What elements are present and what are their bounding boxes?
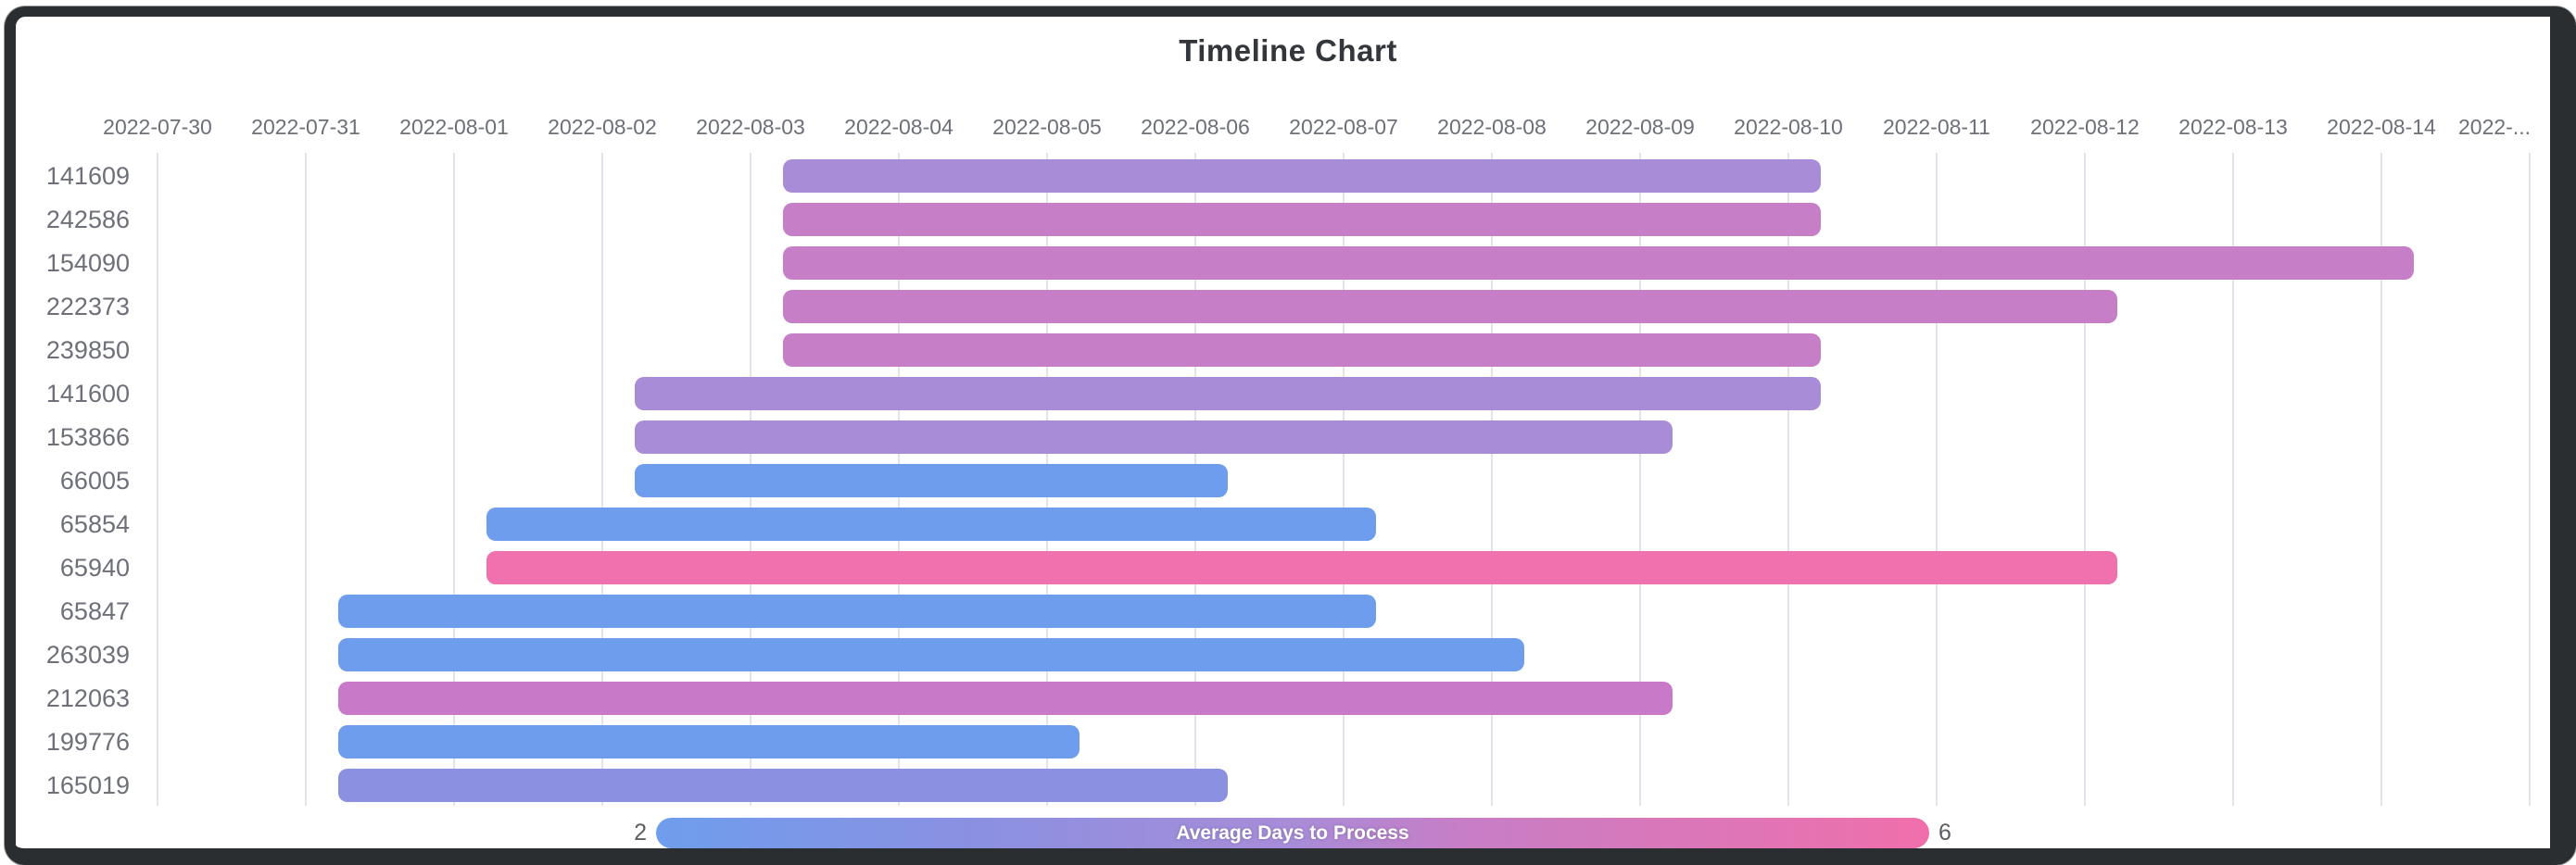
x-axis-tick-label: 2022-08-01 [399, 115, 509, 139]
timeline-bar[interactable] [635, 420, 1673, 454]
x-axis-tick-label: 2022-08-08 [1437, 115, 1547, 139]
gridline [1936, 153, 1938, 806]
y-axis-label: 65854 [59, 510, 130, 538]
gridline [2529, 153, 2531, 806]
gridline [2232, 153, 2234, 806]
gridline [2380, 153, 2382, 806]
y-axis-label: 141609 [45, 162, 130, 190]
gridline [1787, 153, 1789, 806]
timeline-bar[interactable] [486, 551, 2118, 584]
chart-canvas: Timeline Chart 2022-07-30 2022-07-31 2022-… [16, 17, 2550, 848]
x-axis-tick-label: 2022-08-05 [992, 115, 1102, 139]
timeline-bar[interactable] [783, 246, 2415, 280]
y-axis-label: 212063 [45, 684, 130, 712]
chart-title: Timeline Chart [1179, 33, 1397, 68]
y-axis-label: 263039 [45, 641, 130, 669]
x-axis-tick-label: 2022-07-30 [103, 115, 212, 139]
x-axis-tick-label: 2022-... [2458, 115, 2531, 139]
x-axis-tick-label: 2022-08-12 [2030, 115, 2140, 139]
x-axis-tick-label: 2022-08-04 [844, 115, 953, 139]
x-axis-tick-label: 2022-08-09 [1585, 115, 1695, 139]
y-axis-label: 239850 [45, 336, 130, 364]
gridline [2084, 153, 2086, 806]
y-axis-label: 165019 [45, 771, 130, 799]
timeline-bar[interactable] [338, 682, 1673, 715]
x-axis-tick-label: 2022-08-07 [1289, 115, 1398, 139]
y-axis-label: 66005 [59, 467, 130, 495]
x-axis-tick-label: 2022-08-03 [696, 115, 805, 139]
gridline [1343, 153, 1345, 806]
timeline-bar[interactable] [338, 725, 1080, 758]
timeline-bar[interactable] [635, 464, 1229, 497]
timeline-bar[interactable] [783, 333, 1822, 367]
y-axis-label: 65940 [59, 554, 130, 582]
legend-title: Average Days to Process [1176, 822, 1409, 844]
gridline [305, 153, 307, 806]
legend-max-label: 6 [1938, 820, 1951, 846]
y-axis-label: 65847 [59, 597, 130, 625]
y-axis-label: 222373 [45, 293, 130, 320]
gridline [1639, 153, 1641, 806]
timeline-bar[interactable] [486, 508, 1377, 541]
gridline [157, 153, 158, 806]
y-axis-label: 154090 [45, 249, 130, 277]
x-axis-tick-label: 2022-08-11 [1883, 115, 1990, 139]
y-axis-label: 141600 [45, 380, 130, 407]
x-axis-tick-label: 2022-08-13 [2178, 115, 2288, 139]
gridline [1491, 153, 1493, 806]
gridline [453, 153, 455, 806]
timeline-bar[interactable] [635, 377, 1822, 410]
x-axis-tick-label: 2022-07-31 [251, 115, 360, 139]
timeline-bar[interactable] [783, 159, 1822, 193]
gridline [601, 153, 603, 806]
x-axis-tick-label: 2022-08-10 [1734, 115, 1843, 139]
legend-gradient-bar[interactable]: Average Days to Process [656, 818, 1929, 848]
timeline-bar[interactable] [338, 638, 1525, 671]
y-axis-label: 199776 [45, 728, 130, 756]
x-axis-tick-label: 2022-08-02 [548, 115, 657, 139]
y-axis-label: 242586 [45, 206, 130, 233]
timeline-bar[interactable] [338, 769, 1229, 802]
timeline-bar[interactable] [338, 595, 1377, 628]
x-axis-tick-label: 2022-08-06 [1141, 115, 1250, 139]
timeline-bar[interactable] [783, 290, 2118, 323]
x-axis-tick-label: 2022-08-14 [2327, 115, 2436, 139]
window-frame: Timeline Chart 2022-07-30 2022-07-31 2022-… [5, 6, 2576, 865]
y-axis-label: 153866 [45, 423, 130, 451]
legend-min-label: 2 [634, 820, 647, 846]
timeline-bar[interactable] [783, 203, 1822, 236]
